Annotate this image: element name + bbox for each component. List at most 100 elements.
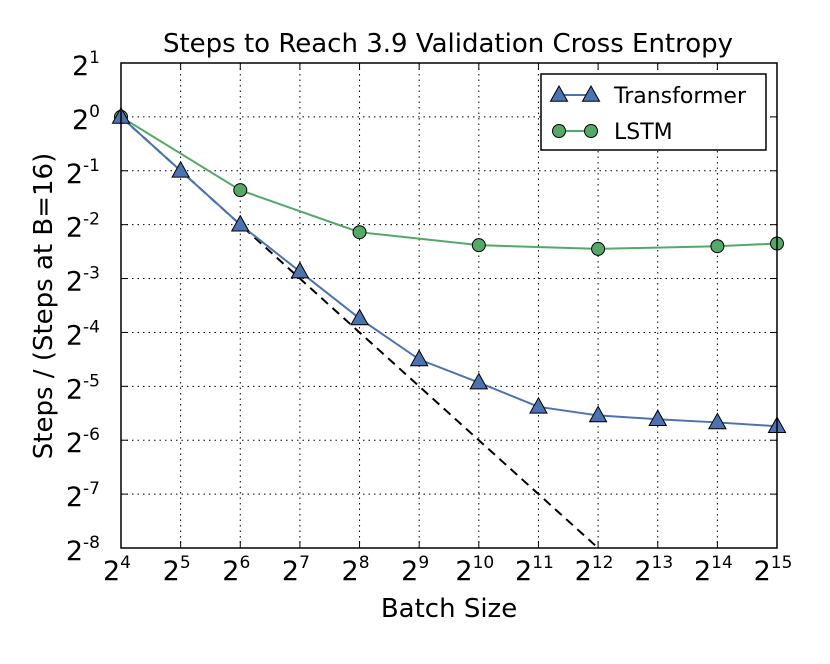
x-tick-label-base: 2 [163,556,180,587]
y-tick-label-exponent: -7 [83,479,100,499]
legend-marker [552,124,566,138]
legend-item-transformer: Transformer [549,84,747,109]
x-tick-label-exponent: 4 [120,553,131,573]
legend: Transformer LSTM [540,73,767,151]
x-tick-label: 212 [575,553,614,587]
y-tick-label: 2-1 [66,156,100,190]
transformer-point [529,396,548,414]
x-tick-label: 24 [103,553,131,587]
legend-label-lstm: LSTM [614,120,673,145]
y-tick-label-base: 2 [66,482,83,513]
x-tick-label: 215 [754,553,793,587]
y-tick-label-exponent: -1 [83,156,100,176]
x-tick-label: 25 [163,553,191,587]
legend-frame [540,73,767,151]
transformer-point [171,160,191,178]
legend-label-transformer: Transformer [613,84,747,109]
x-tick-label-base: 2 [694,556,711,587]
legend-marker [584,124,598,138]
y-tick-label-exponent: -5 [83,371,100,391]
transformer-point [230,214,250,232]
y-tick-label-exponent: 1 [89,48,100,68]
transformer-point [588,405,608,423]
transformer-point [707,412,727,430]
transformer-point [409,349,429,367]
x-tick-label: 211 [515,553,554,587]
legend-marker [549,84,569,102]
x-tick-label: 29 [401,553,429,587]
y-axis-label: Steps / (Steps at B=16) [29,153,59,459]
x-tick-label-base: 2 [575,556,592,587]
x-tick-label-exponent: 14 [711,553,733,573]
transformer-point [350,308,369,326]
x-tick-labels: 24 25 26 27 28 29 210 211 212 213 214 215 [103,553,792,587]
y-tick-label: 2-7 [66,479,100,513]
x-tick-label: 210 [455,553,494,587]
x-tick-label-exponent: 10 [473,553,495,573]
y-tick-label-base: 2 [66,267,83,298]
y-tick-label: 2-2 [66,210,100,244]
y-tick-label: 20 [72,102,100,136]
transformer-point [469,372,489,390]
y-tick-label: 2-4 [66,317,100,351]
x-tick-label: 27 [282,553,310,587]
x-tick-label: 26 [222,553,250,587]
x-tick-label-exponent: 5 [180,553,191,573]
y-tick-label-exponent: -3 [83,264,100,284]
x-tick-label-base: 2 [515,556,532,587]
x-tick-label-base: 2 [634,556,651,587]
y-tick-label: 2-8 [66,533,100,567]
y-tick-label-exponent: -4 [83,317,100,337]
y-tick-label-exponent: -6 [83,425,100,445]
x-tick-label-base: 2 [455,556,472,587]
x-tick-label-exponent: 7 [299,553,310,573]
y-tick-label-base: 2 [66,213,83,244]
y-tick-label-base: 2 [66,374,83,405]
series-layer [111,106,787,434]
x-tick-label-base: 2 [342,556,359,587]
y-tick-label-base: 2 [66,320,83,351]
y-tick-label-base: 2 [72,51,89,82]
x-tick-label-base: 2 [222,556,239,587]
x-tick-label-exponent: 12 [592,553,614,573]
x-tick-label-base: 2 [754,556,771,587]
y-tick-label-base: 2 [66,428,83,459]
lstm-point [352,225,367,240]
x-tick-label-exponent: 6 [239,553,250,573]
y-tick-label: 2-6 [66,425,100,459]
y-tick-label-exponent: -8 [83,533,100,553]
grid [120,62,778,549]
legend-item-lstm: LSTM [552,120,673,145]
lstm-point [233,183,248,198]
x-axis-label: Batch Size [381,594,517,624]
x-tick-label-exponent: 9 [418,553,429,573]
y-tick-label-exponent: 0 [89,102,100,122]
chart-title: Steps to Reach 3.9 Validation Cross Entr… [163,29,733,59]
plot-frame [120,62,778,549]
y-tick-label-exponent: -2 [83,210,100,230]
lstm-point [471,238,486,253]
y-tick-label: 21 [72,48,100,82]
x-tick-label: 28 [342,553,370,587]
lstm-point [710,239,725,254]
y-tick-label-base: 2 [72,105,89,136]
x-tick-label-exponent: 11 [532,553,554,573]
transformer-point [648,409,668,427]
transformer-point [290,261,310,279]
y-tick-label: 2-3 [66,264,100,298]
x-tick-label-base: 2 [103,556,120,587]
x-tick-label: 213 [634,553,673,587]
lstm-point [591,241,606,256]
x-tick-label-exponent: 15 [771,553,793,573]
y-tick-label-base: 2 [66,536,83,567]
y-tick-label-base: 2 [66,159,83,190]
x-tick-label-base: 2 [401,556,418,587]
y-tick-label: 2-5 [66,371,100,405]
x-tick-label-base: 2 [282,556,299,587]
x-tick-label: 214 [694,553,733,587]
transformer-line [120,116,778,428]
x-tick-label-exponent: 8 [359,553,370,573]
transformer-series [111,106,787,434]
